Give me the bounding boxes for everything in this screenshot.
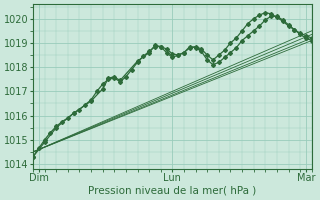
X-axis label: Pression niveau de la mer( hPa ): Pression niveau de la mer( hPa ) — [88, 186, 256, 196]
